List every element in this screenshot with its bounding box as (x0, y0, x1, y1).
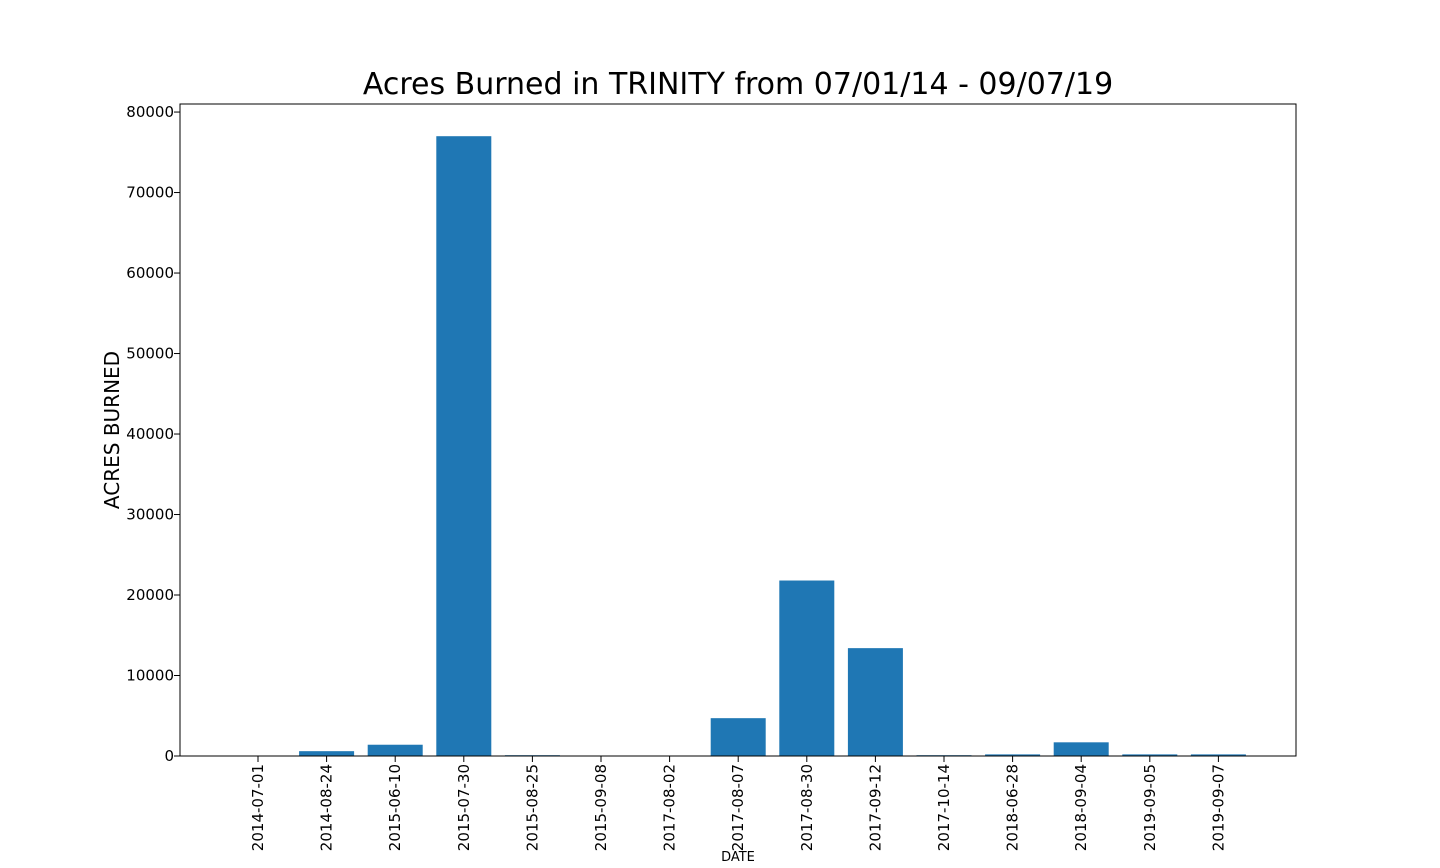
bar-2019-09-05 (1122, 754, 1178, 756)
plot-area-frame (179, 103, 1297, 757)
x-tick-label: 2019-09-07 (1209, 764, 1227, 851)
x-tick-label: 2014-07-01 (249, 764, 267, 851)
x-tick-label: 2015-06-10 (386, 764, 404, 851)
x-tick-label: 2017-08-07 (729, 764, 747, 851)
bars-group (299, 136, 1246, 756)
y-tick-label: 10000 (126, 667, 174, 685)
x-tick-label: 2014-08-24 (318, 764, 336, 851)
bar-2014-08-24 (299, 751, 355, 756)
y-tick-label: 40000 (126, 425, 174, 443)
y-tick-label: 20000 (126, 586, 174, 604)
bar-2015-07-30 (436, 136, 492, 756)
x-axis-ticks: 2014-07-01 2014-08-24 2015-06-10 2015-07-30… (249, 756, 1227, 851)
bar-2017-08-07 (710, 718, 766, 756)
y-axis-label: ACRES BURNED (100, 351, 124, 509)
x-axis-label: DATE (721, 850, 755, 864)
y-tick-label: 0 (164, 747, 174, 765)
bar-2017-09-12 (847, 648, 903, 756)
bar-2018-09-04 (1053, 742, 1109, 756)
bar-2015-06-10 (367, 744, 423, 756)
y-tick-label: 30000 (126, 506, 174, 524)
y-axis-ticks: 0 10000 20000 30000 40000 50000 60000 70000 8000… (126, 103, 180, 765)
y-tick-label: 80000 (126, 103, 174, 121)
x-tick-label: 2015-09-08 (592, 764, 610, 851)
x-tick-label: 2015-08-25 (523, 764, 541, 851)
x-tick-label: 2015-07-30 (455, 764, 473, 851)
x-tick-label: 2017-08-30 (798, 764, 816, 851)
x-tick-label: 2017-10-14 (935, 764, 953, 851)
bar-2018-06-28 (985, 754, 1041, 756)
x-tick-label: 2018-06-28 (1004, 764, 1022, 851)
chart-title: Acres Burned in TRINITY from 07/01/14 - … (363, 67, 1113, 102)
bar-2017-08-30 (779, 580, 835, 756)
x-tick-label: 2017-08-02 (661, 764, 679, 851)
bar-2019-09-07 (1190, 754, 1246, 756)
y-tick-label: 60000 (126, 264, 174, 282)
x-tick-label: 2017-09-12 (866, 764, 884, 851)
x-tick-label: 2019-09-05 (1141, 764, 1159, 851)
y-tick-label: 70000 (126, 184, 174, 202)
y-tick-label: 50000 (126, 345, 174, 363)
x-tick-label: 2018-09-04 (1072, 764, 1090, 851)
